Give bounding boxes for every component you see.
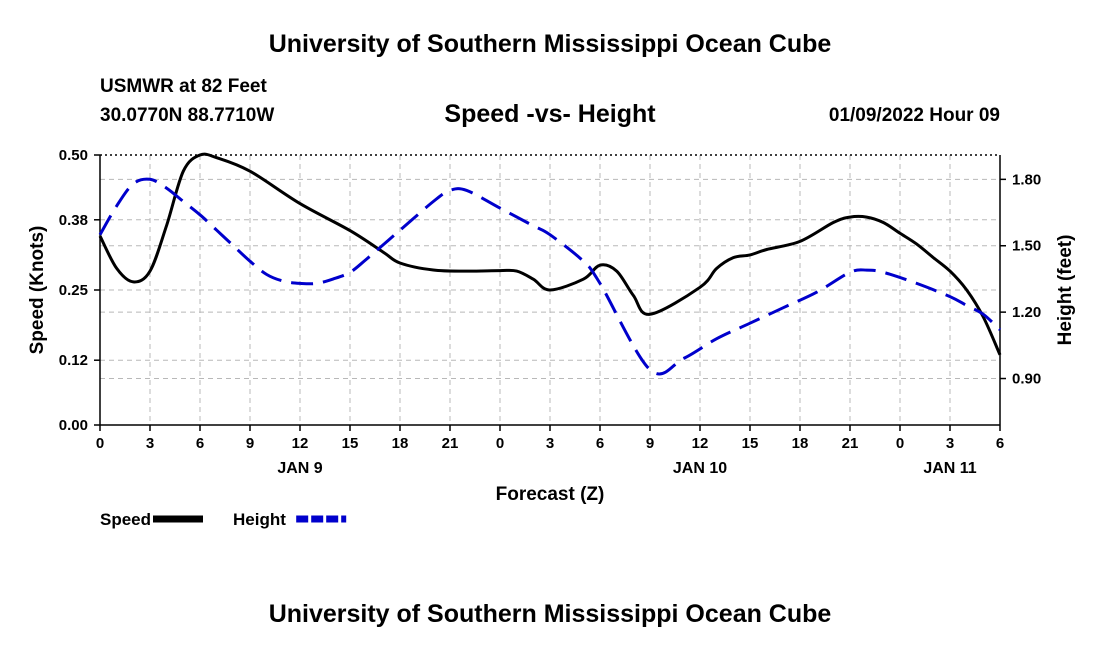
x-tick-label: 3 xyxy=(146,435,154,452)
day-label: JAN 10 xyxy=(673,460,727,477)
x-tick-label: 9 xyxy=(646,435,654,452)
x-tick-label: 3 xyxy=(946,435,954,452)
coordinates-label: 30.0770N 88.7710W xyxy=(100,105,275,126)
x-tick-label: 12 xyxy=(292,435,309,452)
day-label: JAN 9 xyxy=(277,460,322,477)
y-tick-label: 0.38 xyxy=(59,212,88,229)
x-tick-label: 3 xyxy=(546,435,554,452)
height-series-line xyxy=(98,177,1002,376)
x-tick-label: 0 xyxy=(896,435,904,452)
chart-subtitle: Speed -vs- Height xyxy=(444,100,656,128)
x-tick-label: 18 xyxy=(792,435,809,452)
station-label: USMWR at 82 Feet xyxy=(100,76,267,97)
day-label: JAN 11 xyxy=(923,460,976,477)
y-axis-title: Speed (Knots) xyxy=(27,226,48,355)
x-tick-label: 15 xyxy=(342,435,359,452)
y-tick-label: 0.12 xyxy=(59,352,88,369)
x-tick-label: 18 xyxy=(392,435,409,452)
x-tick-label: 15 xyxy=(742,435,759,452)
x-tick-label: 12 xyxy=(692,435,709,452)
y2-tick-label: 0.90 xyxy=(1012,371,1041,388)
x-tick-label: 21 xyxy=(842,435,859,452)
x-tick-label: 21 xyxy=(442,435,459,452)
y-tick-label: 0.00 xyxy=(59,417,88,434)
x-tick-label: 6 xyxy=(596,435,604,452)
footer-title: University of Southern Mississippi Ocean… xyxy=(268,600,832,628)
y2-tick-label: 1.50 xyxy=(1012,238,1041,255)
y2-tick-label: 1.20 xyxy=(1012,304,1041,321)
x-tick-label: 0 xyxy=(96,435,104,452)
y-tick-label: 0.50 xyxy=(59,147,88,164)
y2-axis-title: Height (feet) xyxy=(1055,235,1076,346)
x-tick-label: 6 xyxy=(996,435,1004,452)
y-tick-label: 0.25 xyxy=(59,282,88,299)
y2-tick-label: 1.80 xyxy=(1012,171,1041,188)
x-axis-title: Forecast (Z) xyxy=(496,484,605,505)
x-tick-label: 9 xyxy=(246,435,254,452)
legend-label-height: Height xyxy=(233,510,286,529)
legend-label-speed: Speed xyxy=(100,510,151,529)
speed-series-line xyxy=(98,152,1002,356)
forecast-datetime: 01/09/2022 Hour 09 xyxy=(828,105,1000,126)
x-tick-label: 0 xyxy=(496,435,504,452)
x-tick-label: 6 xyxy=(196,435,204,452)
chart-main-title: University of Southern Mississippi Ocean… xyxy=(268,30,832,58)
